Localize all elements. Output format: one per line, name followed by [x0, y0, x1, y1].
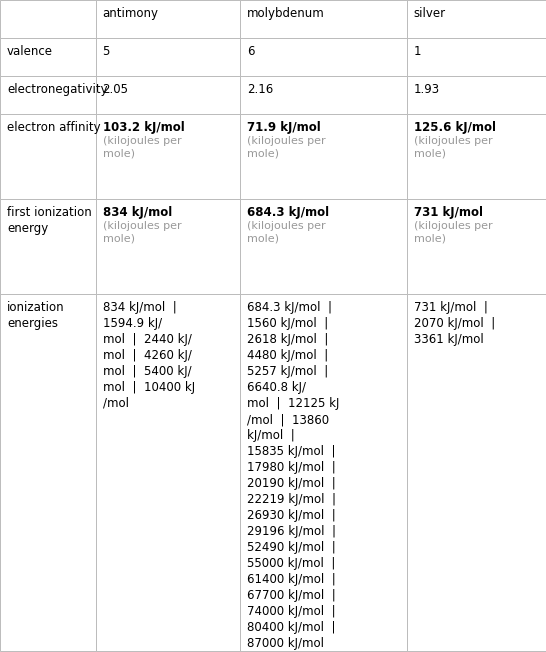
- Text: 5: 5: [103, 45, 110, 58]
- Text: 834 kJ/mol: 834 kJ/mol: [103, 206, 172, 219]
- Text: 71.9 kJ/mol: 71.9 kJ/mol: [247, 121, 321, 134]
- Bar: [0, 0, 96, 38]
- Bar: [407, 114, 546, 199]
- Bar: [240, 0, 407, 38]
- Text: antimony: antimony: [103, 7, 158, 20]
- Text: electronegativity: electronegativity: [7, 83, 108, 96]
- Bar: [96, 199, 240, 294]
- Text: 1: 1: [414, 45, 422, 58]
- Text: 103.2 kJ/mol: 103.2 kJ/mol: [103, 121, 185, 134]
- Text: 731 kJ/mol  |
2070 kJ/mol  |
3361 kJ/mol: 731 kJ/mol | 2070 kJ/mol | 3361 kJ/mol: [414, 301, 495, 346]
- Bar: [96, 38, 240, 76]
- Bar: [0, 294, 96, 651]
- Bar: [96, 0, 240, 38]
- Bar: [240, 199, 407, 294]
- Bar: [96, 114, 240, 199]
- Text: ionization
energies: ionization energies: [7, 301, 64, 330]
- Bar: [0, 76, 96, 114]
- Text: silver: silver: [414, 7, 446, 20]
- Text: 834 kJ/mol  |
1594.9 kJ/
mol  |  2440 kJ/
mol  |  4260 kJ/
mol  |  5400 kJ/
mol : 834 kJ/mol | 1594.9 kJ/ mol | 2440 kJ/ m…: [103, 301, 195, 410]
- Bar: [240, 38, 407, 76]
- Text: (kilojoules per
mole): (kilojoules per mole): [103, 136, 181, 158]
- Bar: [407, 294, 546, 651]
- Text: (kilojoules per
mole): (kilojoules per mole): [103, 221, 181, 244]
- Bar: [0, 199, 96, 294]
- Text: 1.93: 1.93: [414, 83, 440, 96]
- Bar: [240, 294, 407, 651]
- Bar: [407, 38, 546, 76]
- Bar: [407, 76, 546, 114]
- Text: 684.3 kJ/mol  |
1560 kJ/mol  |
2618 kJ/mol  |
4480 kJ/mol  |
5257 kJ/mol  |
6640: 684.3 kJ/mol | 1560 kJ/mol | 2618 kJ/mol…: [247, 301, 340, 650]
- Text: 6: 6: [247, 45, 255, 58]
- Bar: [407, 199, 546, 294]
- Text: (kilojoules per
mole): (kilojoules per mole): [414, 136, 492, 158]
- Text: 125.6 kJ/mol: 125.6 kJ/mol: [414, 121, 496, 134]
- Text: (kilojoules per
mole): (kilojoules per mole): [414, 221, 492, 244]
- Text: (kilojoules per
mole): (kilojoules per mole): [247, 136, 326, 158]
- Bar: [240, 114, 407, 199]
- Bar: [0, 114, 96, 199]
- Bar: [96, 294, 240, 651]
- Bar: [407, 0, 546, 38]
- Text: electron affinity: electron affinity: [7, 121, 100, 134]
- Text: 684.3 kJ/mol: 684.3 kJ/mol: [247, 206, 329, 219]
- Bar: [240, 76, 407, 114]
- Bar: [96, 76, 240, 114]
- Text: 731 kJ/mol: 731 kJ/mol: [414, 206, 483, 219]
- Text: 2.16: 2.16: [247, 83, 274, 96]
- Text: valence: valence: [7, 45, 53, 58]
- Text: (kilojoules per
mole): (kilojoules per mole): [247, 221, 326, 244]
- Text: molybdenum: molybdenum: [247, 7, 325, 20]
- Bar: [0, 38, 96, 76]
- Text: 2.05: 2.05: [103, 83, 128, 96]
- Text: first ionization
energy: first ionization energy: [7, 206, 92, 235]
